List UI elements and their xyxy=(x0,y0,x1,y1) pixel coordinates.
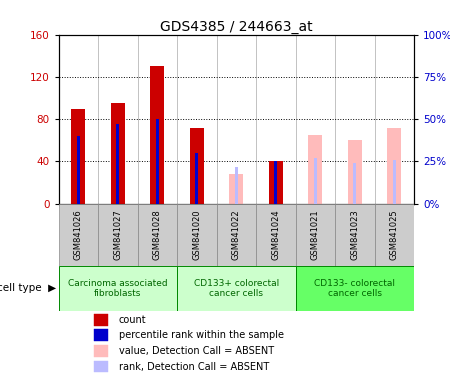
Bar xyxy=(116,124,119,204)
Text: Carcinoma associated
fibroblasts: Carcinoma associated fibroblasts xyxy=(68,279,167,298)
Bar xyxy=(177,266,296,311)
Bar xyxy=(94,361,108,372)
Bar xyxy=(216,204,256,266)
Text: GSM841022: GSM841022 xyxy=(232,209,241,260)
Bar xyxy=(190,127,204,204)
Bar xyxy=(296,204,335,266)
Bar xyxy=(230,174,243,204)
Text: GSM841024: GSM841024 xyxy=(271,209,280,260)
Bar xyxy=(150,66,164,204)
Text: GSM841023: GSM841023 xyxy=(350,209,359,260)
Bar xyxy=(335,204,374,266)
Bar xyxy=(111,103,125,204)
Bar xyxy=(234,167,238,204)
Bar xyxy=(274,162,277,204)
Bar xyxy=(58,204,98,266)
Bar xyxy=(177,204,216,266)
Bar xyxy=(195,153,198,204)
Bar xyxy=(296,266,414,311)
Text: GSM841025: GSM841025 xyxy=(390,209,399,260)
Bar xyxy=(94,345,108,357)
Bar xyxy=(348,140,362,204)
Bar xyxy=(314,158,317,204)
Bar xyxy=(72,109,85,204)
Bar xyxy=(156,119,159,204)
Bar xyxy=(308,135,322,204)
Bar xyxy=(393,160,396,204)
Text: percentile rank within the sample: percentile rank within the sample xyxy=(119,330,284,340)
Bar xyxy=(58,266,177,311)
Bar xyxy=(374,204,414,266)
Text: cell type  ▶: cell type ▶ xyxy=(0,283,57,293)
Text: count: count xyxy=(119,314,147,325)
Bar xyxy=(94,329,108,341)
Bar xyxy=(269,162,283,204)
Text: value, Detection Call = ABSENT: value, Detection Call = ABSENT xyxy=(119,346,274,356)
Title: GDS4385 / 244663_at: GDS4385 / 244663_at xyxy=(160,20,313,33)
Bar xyxy=(353,163,356,204)
Bar xyxy=(98,204,138,266)
Bar xyxy=(94,314,108,326)
Text: CD133+ colorectal
cancer cells: CD133+ colorectal cancer cells xyxy=(194,279,279,298)
Text: GSM841020: GSM841020 xyxy=(192,209,201,260)
Text: GSM841028: GSM841028 xyxy=(153,209,162,260)
Bar xyxy=(76,136,80,204)
Bar xyxy=(138,204,177,266)
Bar xyxy=(387,127,401,204)
Text: GSM841026: GSM841026 xyxy=(74,209,83,260)
Text: CD133- colorectal
cancer cells: CD133- colorectal cancer cells xyxy=(314,279,395,298)
Text: GSM841027: GSM841027 xyxy=(113,209,122,260)
Text: GSM841021: GSM841021 xyxy=(311,209,320,260)
Bar xyxy=(256,204,296,266)
Text: rank, Detection Call = ABSENT: rank, Detection Call = ABSENT xyxy=(119,362,269,372)
